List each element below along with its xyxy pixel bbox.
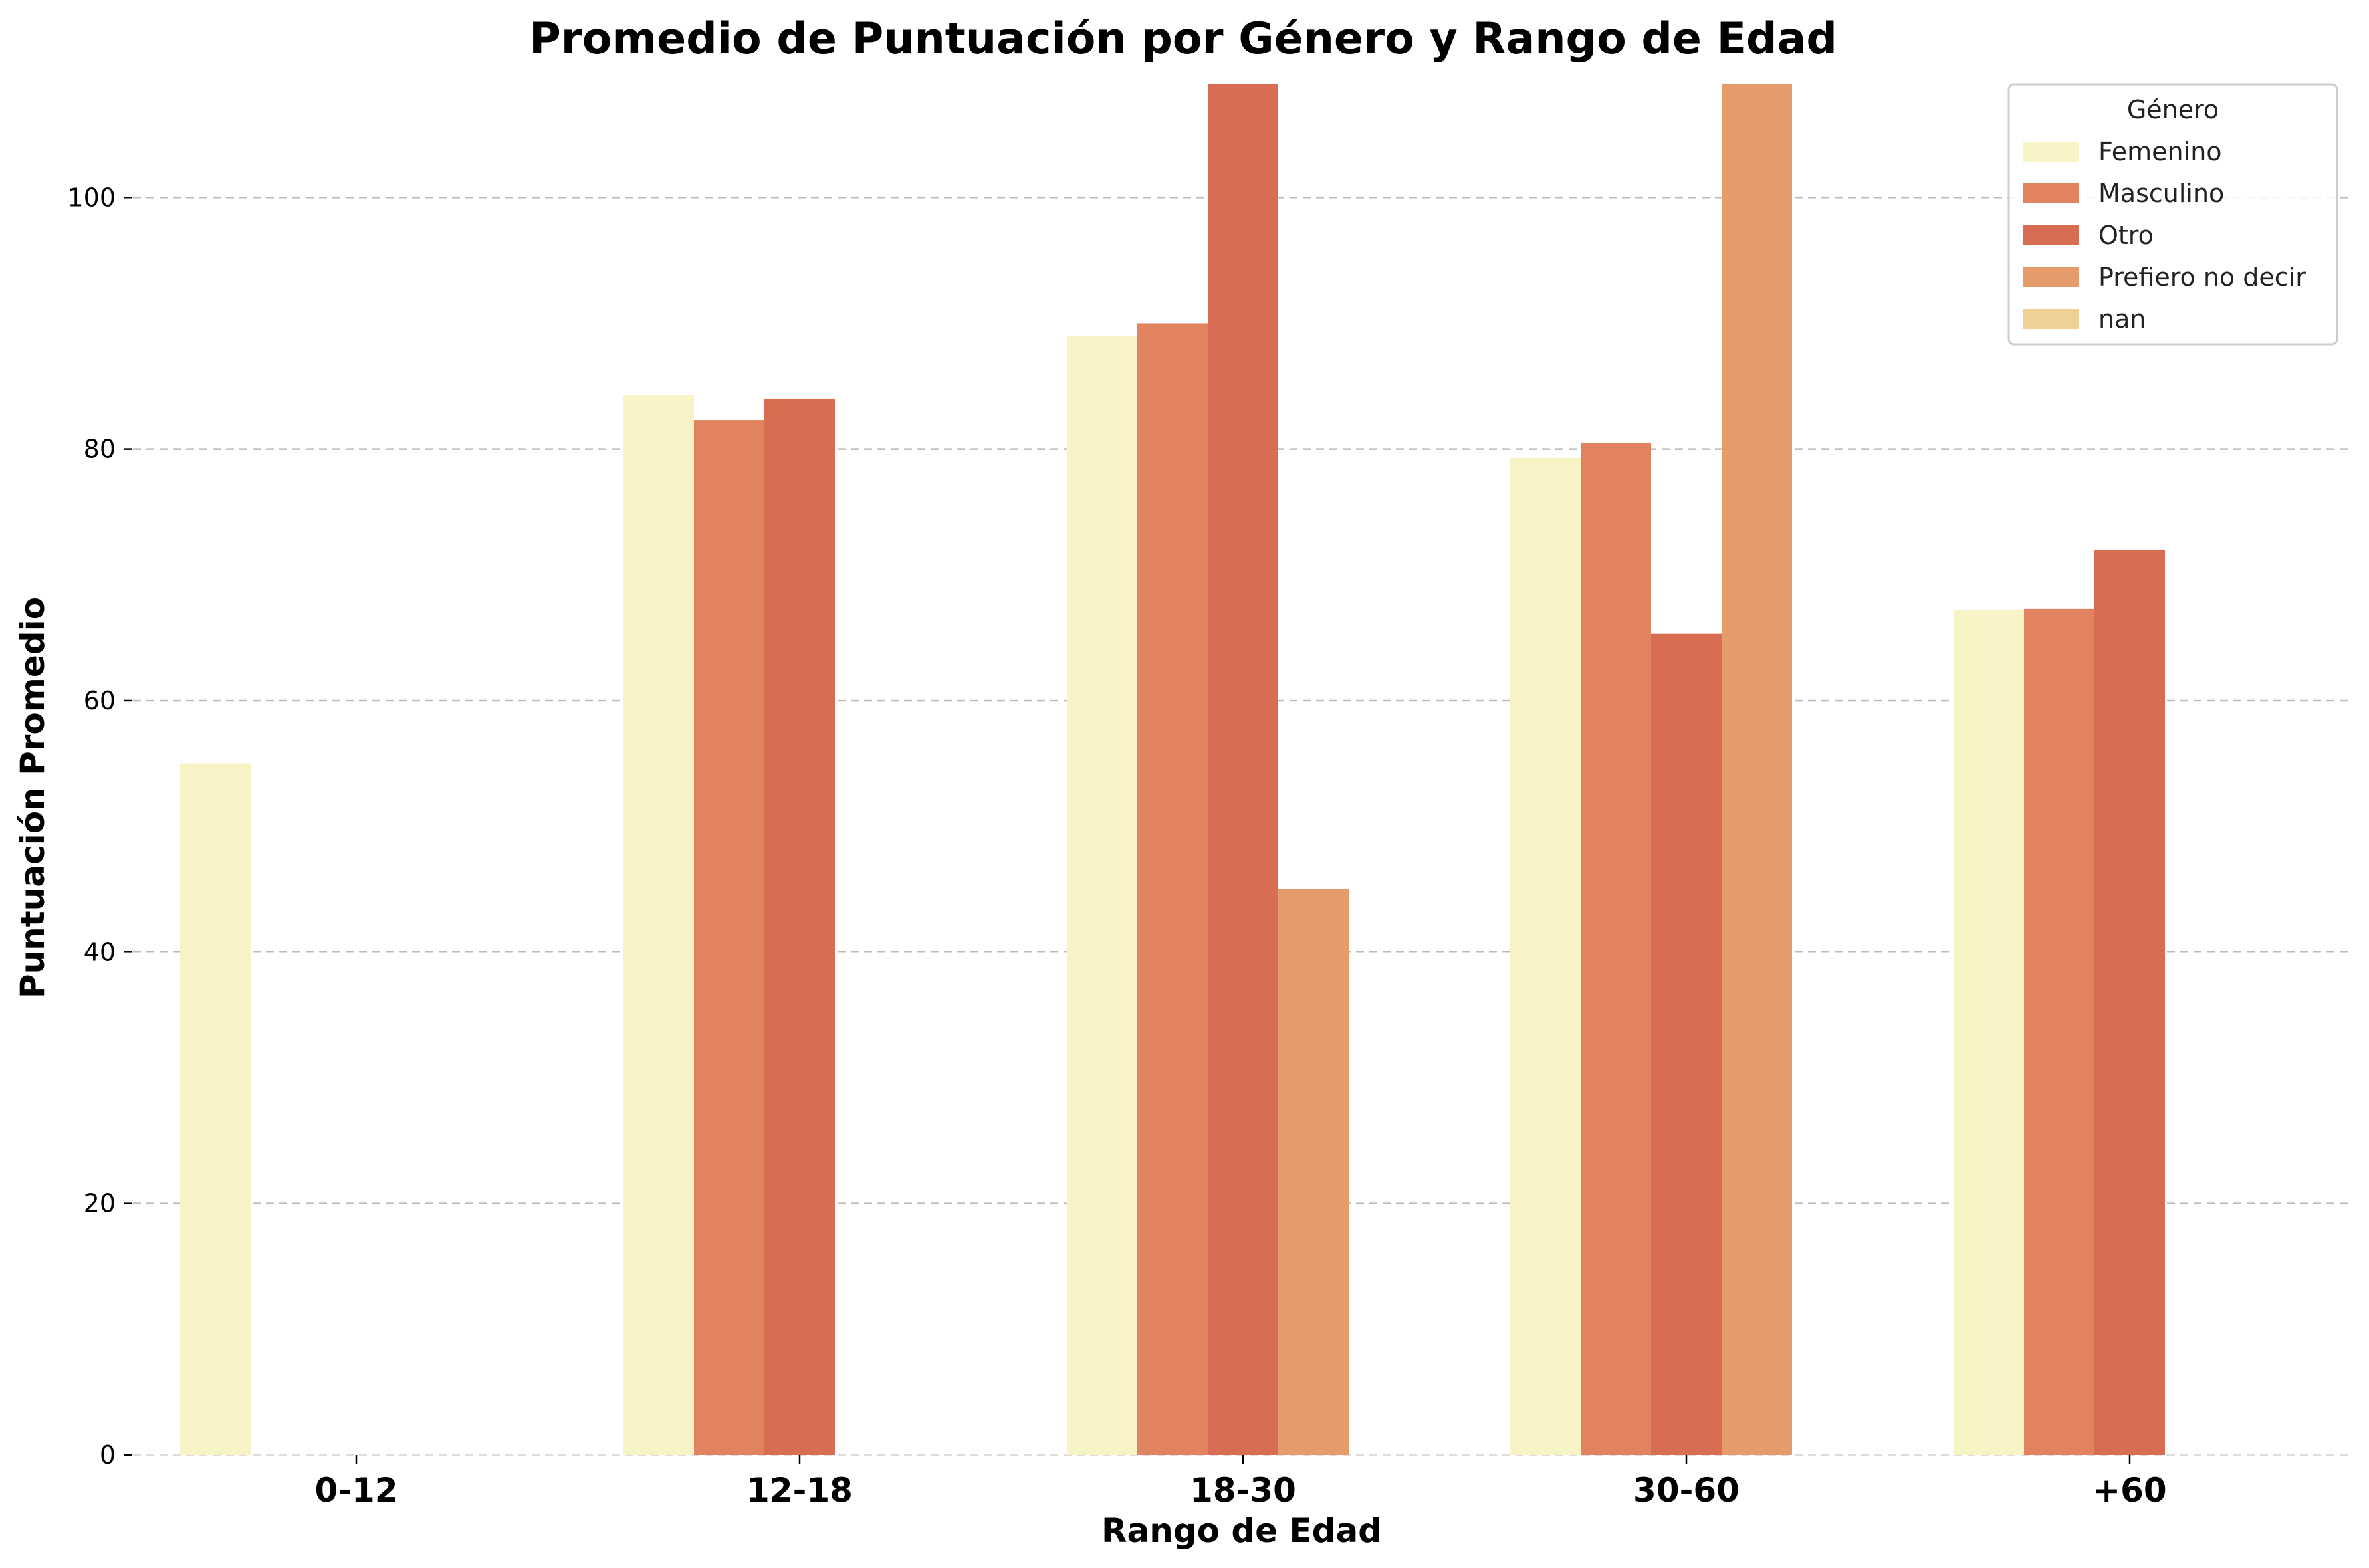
legend: Género Femenino Masculino Otro Prefiero no … <box>2007 83 2338 346</box>
legend-entry-label: Prefiero no decir <box>2098 263 2306 292</box>
y-tick-label: 40 <box>84 937 116 966</box>
bar-masculino-12-18 <box>694 420 764 1455</box>
bar-otro-18-30 <box>1208 84 1278 1455</box>
bar-masculino-18-30 <box>1137 323 1208 1456</box>
x-tick-label: 12-18 <box>746 1471 853 1510</box>
legend-entry-label: Femenino <box>2098 137 2222 166</box>
bar-otro-30-60 <box>1651 633 1722 1455</box>
y-tick-label: 0 <box>100 1440 116 1470</box>
y-tick-label: 100 <box>67 183 116 212</box>
legend-swatch <box>2023 183 2079 203</box>
bars <box>180 84 2165 1456</box>
y-tick-label: 60 <box>84 686 116 715</box>
legend-swatch <box>2023 267 2079 287</box>
y-tick-label: 20 <box>84 1189 116 1218</box>
bar-prefiero-no-decir-30-60 <box>1722 84 1792 1455</box>
legend-entry-label: Masculino <box>2098 179 2224 208</box>
x-axis-label: Rango de Edad <box>1101 1512 1382 1550</box>
legend-swatch <box>2023 309 2079 329</box>
x-axis-ticks: 0-12 12-18 18-30 30-60 +60 <box>314 1455 2167 1510</box>
bar-femenino-12-18 <box>623 395 694 1456</box>
bar-femenino-30-60 <box>1510 457 1581 1456</box>
legend-entry-label: nan <box>2098 304 2146 334</box>
bar-femenino-0-12 <box>180 763 251 1455</box>
y-tick-label: 80 <box>84 435 116 464</box>
bar-femenino-18-30 <box>1067 336 1137 1455</box>
bar-otro-12-18 <box>764 398 835 1455</box>
legend-swatch <box>2023 225 2079 245</box>
x-tick-label: 0-12 <box>314 1471 397 1510</box>
y-axis-ticks: 0 20 40 60 80 100 <box>67 183 132 1470</box>
legend-title: Género <box>2127 95 2219 124</box>
bar-prefiero-no-decir-18-30 <box>1278 889 1349 1455</box>
bar-masculino-+60 <box>2024 608 2094 1455</box>
bar-masculino-30-60 <box>1581 443 1651 1456</box>
legend-entry-label: Otro <box>2098 221 2154 250</box>
x-tick-label: 18-30 <box>1190 1471 1296 1510</box>
x-tick-label: +60 <box>2092 1471 2166 1510</box>
x-tick-label: 30-60 <box>1633 1471 1740 1510</box>
bar-otro-+60 <box>2094 549 2165 1455</box>
chart-title: Promedio de Puntuación por Género y Rang… <box>529 14 1837 64</box>
legend-box <box>2007 83 2338 346</box>
legend-swatch <box>2023 142 2079 162</box>
legend-items: Femenino Masculino Otro Prefiero no decir na… <box>2023 137 2306 334</box>
y-axis-label: Puntuación Promedio <box>13 597 52 998</box>
bar-femenino-+60 <box>1954 610 2024 1456</box>
